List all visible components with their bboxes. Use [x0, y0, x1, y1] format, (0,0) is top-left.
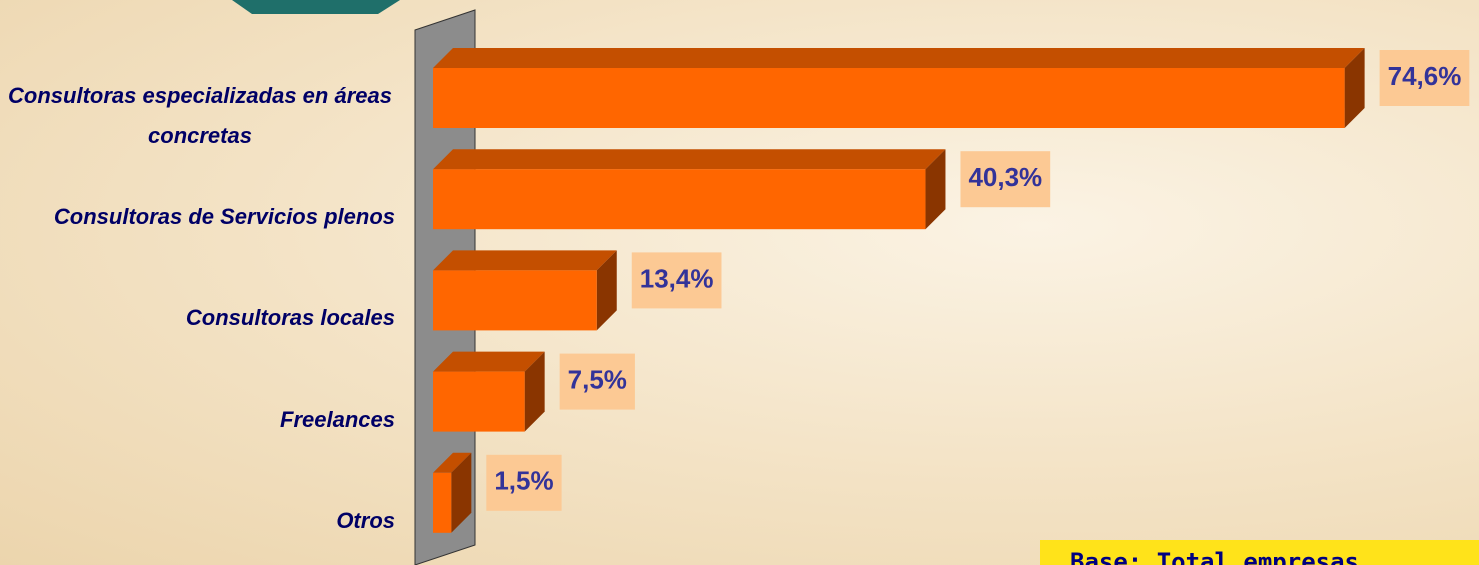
bar-top	[433, 48, 1365, 68]
bar	[433, 472, 452, 533]
bar-top	[433, 452, 472, 473]
bar	[433, 68, 1345, 128]
header-shape	[232, 0, 400, 14]
bar	[433, 169, 926, 230]
value-label-bg	[1379, 50, 1470, 106]
bar	[433, 371, 525, 432]
bar-top	[433, 250, 617, 271]
value-label: 7,5%	[568, 364, 627, 394]
category-label: Otros	[336, 507, 395, 533]
bar-side	[596, 250, 617, 331]
value-label: 40,3%	[968, 162, 1042, 192]
value-label-bg	[631, 252, 722, 309]
category-label: Freelances	[280, 406, 395, 432]
category-label: Consultoras locales	[185, 305, 395, 331]
bar-side	[524, 351, 545, 432]
bar-top	[433, 351, 545, 372]
value-label-bg	[559, 353, 635, 410]
value-label: 74,6%	[1388, 61, 1462, 91]
bar-side	[925, 149, 946, 230]
value-label-bg	[960, 151, 1051, 208]
base-note: Base: Total empresas	[1040, 540, 1479, 565]
category-label: Consultoras especializadas en áreas conc…	[8, 83, 392, 148]
bar	[433, 270, 597, 331]
category-label: Consultoras de Servicios plenos	[53, 204, 395, 230]
value-label: 1,5%	[494, 466, 553, 496]
value-label-bg	[486, 454, 562, 511]
value-label: 13,4%	[640, 263, 714, 293]
bar-side	[1344, 48, 1365, 128]
bar-top	[433, 149, 946, 170]
bar-side	[451, 452, 472, 533]
